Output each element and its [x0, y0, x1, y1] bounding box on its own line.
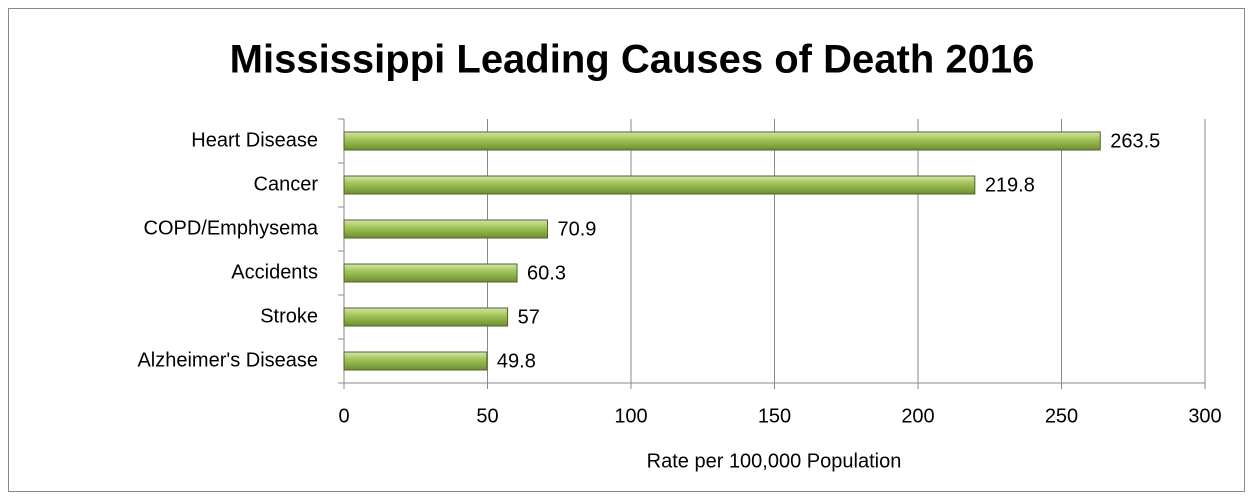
y-tick-label: Heart Disease	[191, 129, 318, 151]
y-tick-label: Accidents	[231, 261, 318, 283]
data-label: 70.9	[557, 218, 596, 240]
x-axis-label: Rate per 100,000 Population	[647, 450, 902, 472]
x-tick-label: 300	[1188, 405, 1221, 427]
x-tick-label: 200	[901, 405, 934, 427]
x-tick-label: 50	[476, 405, 498, 427]
data-label: 219.8	[985, 174, 1035, 196]
y-tick-label: COPD/Emphysema	[144, 217, 319, 239]
data-label: 60.3	[527, 262, 566, 284]
x-tick-label: 150	[758, 405, 791, 427]
x-tick-label: 0	[338, 405, 349, 427]
y-tick-label: Stroke	[260, 305, 318, 327]
data-label: 49.8	[497, 350, 536, 372]
bar	[343, 219, 548, 239]
chart-frame	[8, 8, 1245, 492]
chart-title: Mississippi Leading Causes of Death 2016	[230, 38, 1035, 82]
y-tick-label: Cancer	[254, 173, 319, 195]
bar	[343, 307, 509, 327]
y-tick-label: Alzheimer's Disease	[137, 349, 318, 371]
x-tick-label: 100	[614, 405, 647, 427]
bar	[343, 175, 976, 195]
bar	[343, 351, 488, 371]
bar	[343, 263, 518, 283]
x-tick-label: 250	[1045, 405, 1078, 427]
bar	[343, 131, 1101, 151]
data-label: 263.5	[1110, 130, 1160, 152]
data-label: 57	[518, 306, 540, 328]
